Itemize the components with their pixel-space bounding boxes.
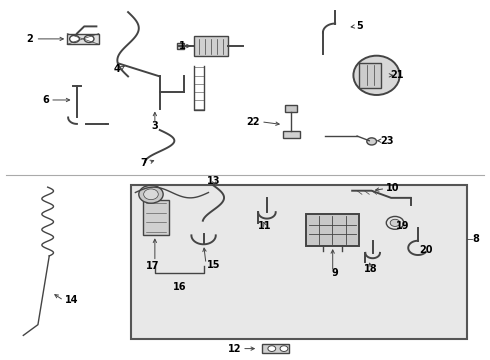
Text: 9: 9: [332, 268, 339, 278]
Text: 16: 16: [172, 282, 186, 292]
Circle shape: [280, 346, 288, 351]
Bar: [283, 131, 299, 138]
Text: 21: 21: [390, 70, 404, 80]
Bar: [143, 200, 170, 235]
Text: 2: 2: [26, 34, 33, 44]
Text: 7: 7: [141, 158, 147, 168]
Text: 1: 1: [179, 41, 186, 51]
Bar: [194, 36, 228, 56]
Text: 11: 11: [258, 221, 272, 231]
Ellipse shape: [353, 56, 400, 95]
Text: 14: 14: [65, 296, 78, 305]
Circle shape: [84, 35, 94, 42]
Circle shape: [139, 185, 163, 203]
Text: 15: 15: [207, 260, 220, 270]
Bar: [130, 185, 466, 339]
Text: 17: 17: [146, 261, 159, 271]
Text: 6: 6: [43, 95, 49, 105]
Circle shape: [367, 138, 376, 145]
Bar: [306, 214, 360, 246]
Bar: [286, 105, 297, 112]
Text: 12: 12: [227, 343, 241, 354]
Text: 3: 3: [151, 121, 158, 131]
Bar: [360, 63, 381, 88]
Bar: [262, 344, 289, 353]
Circle shape: [390, 219, 400, 226]
Circle shape: [70, 35, 79, 42]
Text: 22: 22: [246, 117, 260, 127]
Text: 18: 18: [364, 264, 377, 274]
Text: 5: 5: [356, 21, 363, 31]
Polygon shape: [67, 33, 99, 44]
Circle shape: [144, 189, 158, 200]
Text: 4: 4: [114, 64, 121, 74]
Text: 20: 20: [419, 245, 433, 255]
Circle shape: [268, 346, 276, 351]
Text: 13: 13: [207, 176, 220, 186]
Text: 10: 10: [386, 183, 400, 193]
Bar: [177, 43, 184, 49]
Text: 8: 8: [472, 234, 479, 244]
Text: 23: 23: [380, 136, 393, 146]
Text: 19: 19: [396, 221, 410, 231]
